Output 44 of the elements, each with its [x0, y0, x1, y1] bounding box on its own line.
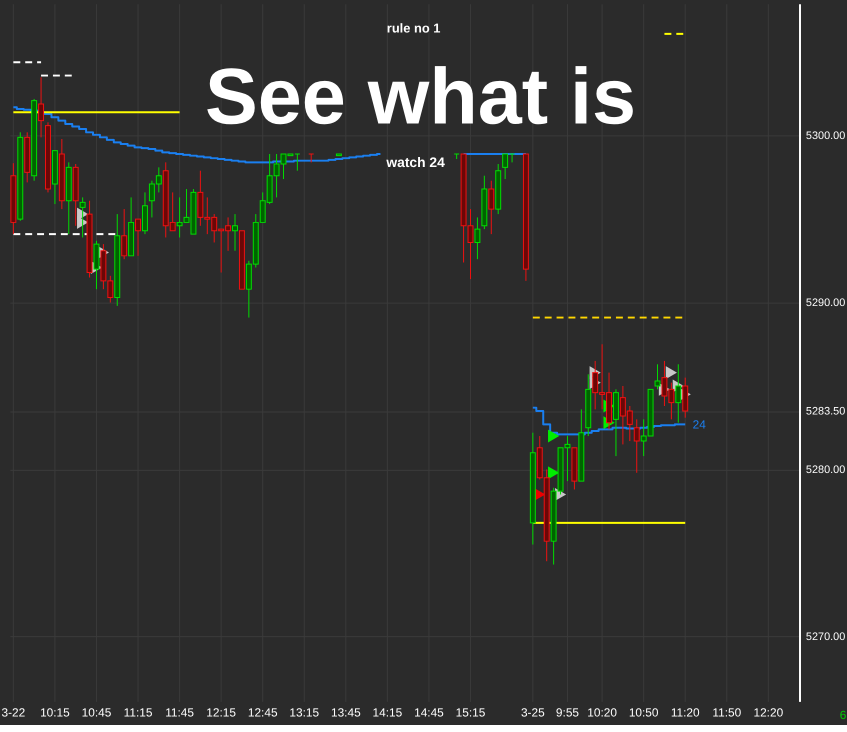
annotation: 24 [692, 417, 706, 432]
x-tick-label: 12:15 [206, 706, 236, 720]
text: rule no 1 [386, 20, 440, 36]
x-tick-label: 9:55 [556, 706, 580, 720]
candlestick [135, 218, 141, 256]
text: 6 [840, 708, 847, 722]
x-tick-label: 11:15 [124, 706, 153, 720]
candlestick [232, 214, 238, 252]
point [548, 430, 560, 442]
x-tick-label: 11:20 [670, 706, 700, 720]
x-tick-label: 13:45 [330, 706, 362, 720]
x-tick-label: 10:15 [40, 706, 70, 720]
candlestick [80, 196, 86, 238]
y-tick-label: 5300.00 [806, 130, 846, 142]
x-tick-label: 11:50 [712, 706, 742, 720]
x-tick-label: 11:45 [165, 706, 194, 720]
candlestick [675, 364, 682, 424]
x-tick-label: 10:45 [82, 706, 112, 720]
x-tick-label: 3-25 [520, 706, 546, 720]
annotation: watch 24 [385, 154, 446, 170]
candlestick [121, 208, 128, 260]
y-tick-label: 5280.00 [806, 464, 846, 476]
x-tick-label: 12:45 [248, 706, 278, 720]
candlestick [634, 418, 640, 474]
candlestick [38, 76, 44, 138]
candlestick [454, 154, 460, 160]
candlestick [308, 154, 314, 163]
point [666, 366, 677, 380]
y-tick-label: 5283.50 [806, 405, 846, 418]
point [548, 466, 560, 480]
annotation: See what is [205, 52, 636, 141]
x-tick-label: 14:45 [414, 706, 444, 720]
x-tick-label: 14:15 [372, 706, 403, 720]
x-tick-label: 15:15 [456, 706, 486, 720]
x-tick-label: 12:20 [753, 706, 784, 720]
candlestick [488, 180, 494, 235]
x-tick-label: 10:20 [587, 706, 618, 720]
x-tick-label: 3-22 [1, 706, 26, 720]
candlestick [654, 364, 660, 390]
y-tick-label: 5270.00 [806, 630, 846, 643]
y-tick-label: 5290.00 [806, 297, 846, 309]
x-tick-label: 13:15 [289, 706, 320, 720]
candlestick [474, 216, 480, 260]
x-tick-label: 10:50 [628, 706, 659, 720]
